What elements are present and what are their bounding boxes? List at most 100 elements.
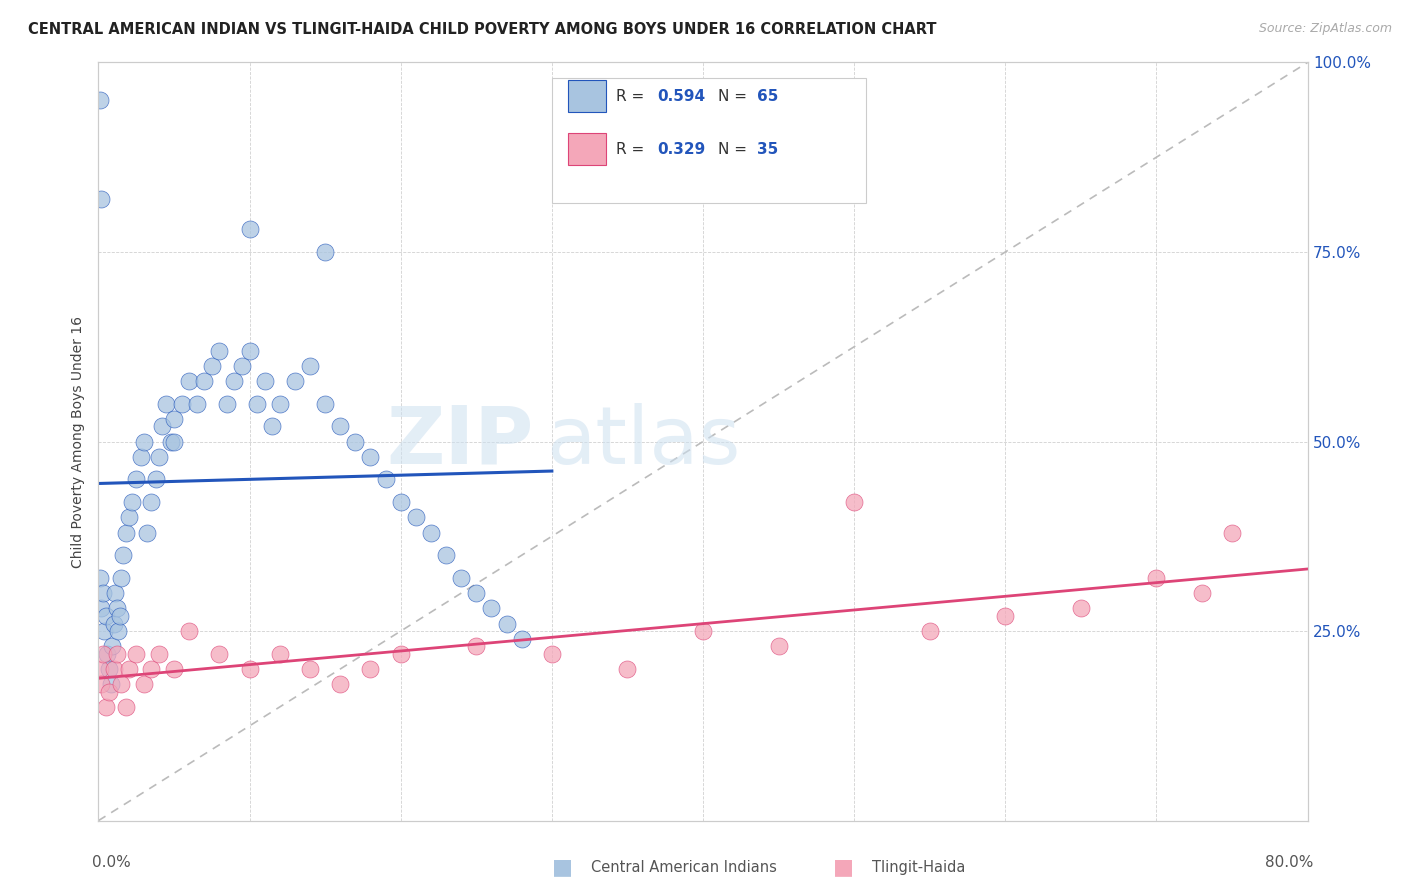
Point: [89, 94, 111, 108]
Point: [239, 343, 262, 358]
Text: Central American Indians: Central American Indians: [591, 860, 776, 874]
Text: N =: N =: [717, 142, 751, 157]
Point: [844, 495, 866, 509]
Point: [101, 639, 124, 653]
Point: [360, 450, 382, 464]
Point: [1220, 525, 1243, 540]
Point: [91, 647, 114, 661]
Point: [141, 495, 163, 509]
Point: [118, 510, 141, 524]
Point: [481, 601, 503, 615]
Point: [253, 374, 276, 388]
Point: [262, 419, 284, 434]
Point: [269, 396, 291, 410]
Text: Source: ZipAtlas.com: Source: ZipAtlas.com: [1258, 22, 1392, 36]
Point: [389, 647, 412, 661]
Text: 35: 35: [758, 142, 779, 157]
Point: [231, 359, 253, 373]
Point: [224, 374, 246, 388]
Point: [105, 601, 128, 615]
Point: [389, 495, 412, 509]
Text: N =: N =: [717, 89, 751, 104]
Point: [215, 396, 238, 410]
Point: [150, 419, 173, 434]
Point: [186, 396, 208, 410]
Text: CENTRAL AMERICAN INDIAN VS TLINGIT-HAIDA CHILD POVERTY AMONG BOYS UNDER 16 CORRE: CENTRAL AMERICAN INDIAN VS TLINGIT-HAIDA…: [28, 22, 936, 37]
Point: [1191, 586, 1213, 600]
Text: 65: 65: [758, 89, 779, 104]
Point: [329, 419, 352, 434]
Text: atlas: atlas: [546, 402, 740, 481]
Text: ■: ■: [834, 857, 853, 877]
Text: R =: R =: [616, 142, 650, 157]
Point: [160, 434, 183, 449]
Point: [145, 473, 167, 487]
Text: 80.0%: 80.0%: [1265, 855, 1313, 870]
Point: [170, 396, 193, 410]
Point: [405, 510, 427, 524]
Point: [107, 624, 129, 639]
Point: [344, 434, 367, 449]
Point: [125, 473, 148, 487]
Text: ■: ■: [553, 857, 572, 877]
Point: [148, 647, 170, 661]
Point: [135, 525, 157, 540]
Point: [90, 601, 112, 615]
Point: [465, 639, 488, 653]
Point: [163, 662, 186, 676]
Point: [114, 699, 136, 714]
Point: [98, 662, 121, 676]
Point: [360, 662, 382, 676]
Point: [329, 677, 352, 691]
Point: [132, 677, 155, 691]
Point: [246, 396, 269, 410]
Point: [1144, 571, 1167, 585]
Y-axis label: Child Poverty Among Boys Under 16: Child Poverty Among Boys Under 16: [72, 316, 86, 567]
Point: [314, 244, 336, 259]
Point: [89, 571, 111, 585]
Point: [179, 374, 201, 388]
Point: [121, 495, 143, 509]
Point: [163, 434, 186, 449]
Point: [434, 548, 457, 563]
Point: [239, 662, 262, 676]
Text: 0.329: 0.329: [657, 142, 706, 157]
Point: [91, 586, 114, 600]
FancyBboxPatch shape: [568, 80, 606, 112]
Point: [420, 525, 443, 540]
Point: [314, 396, 336, 410]
Point: [132, 434, 155, 449]
Point: [510, 632, 533, 646]
Point: [284, 374, 307, 388]
Point: [450, 571, 472, 585]
Text: 0.0%: 0.0%: [93, 855, 131, 870]
Point: [129, 450, 152, 464]
Point: [918, 624, 941, 639]
Point: [616, 662, 638, 676]
Text: ZIP: ZIP: [387, 402, 534, 481]
Point: [299, 662, 322, 676]
FancyBboxPatch shape: [568, 133, 606, 165]
Point: [111, 548, 134, 563]
Point: [108, 608, 131, 623]
Point: [90, 677, 112, 691]
Point: [1070, 601, 1092, 615]
Point: [208, 647, 231, 661]
Text: 0.594: 0.594: [657, 89, 706, 104]
Point: [208, 343, 231, 358]
Point: [105, 647, 128, 661]
Point: [103, 662, 125, 676]
Point: [110, 571, 132, 585]
Text: R =: R =: [616, 89, 650, 104]
Point: [768, 639, 790, 653]
Point: [155, 396, 177, 410]
Point: [118, 662, 141, 676]
Point: [98, 685, 121, 699]
Point: [148, 450, 170, 464]
Point: [96, 647, 118, 661]
Point: [100, 677, 122, 691]
Point: [89, 662, 111, 676]
Point: [374, 473, 396, 487]
Point: [269, 647, 291, 661]
Point: [94, 608, 117, 623]
